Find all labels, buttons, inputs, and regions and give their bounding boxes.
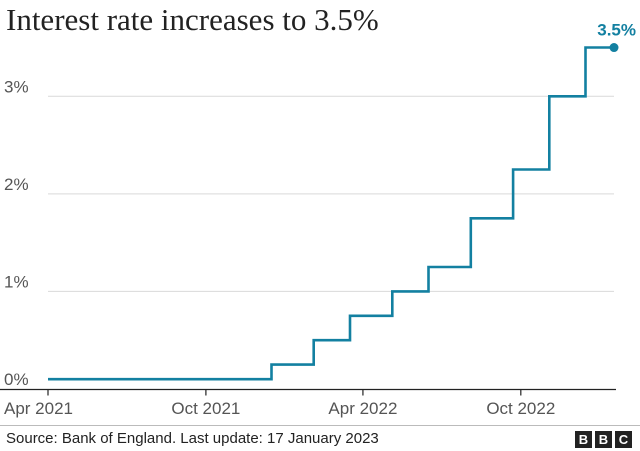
y-tick-label-0pct: 0% <box>4 370 29 389</box>
y-tick-label-1pct: 1% <box>4 272 29 291</box>
bbc-logo-block-1: B <box>575 431 592 448</box>
y-axis-labels: 0% 1% 2% 3% <box>4 77 29 389</box>
x-tick-label-oct-2021: Oct 2021 <box>171 399 240 418</box>
rate-step-chart: 0% 1% 2% 3% Apr 2021 Oct 2021 Apr 2022 Oct 202… <box>0 21 636 418</box>
series-layer: 3.5% <box>48 21 636 381</box>
x-tick-label-oct-2022: Oct 2022 <box>486 399 555 418</box>
bbc-logo-block-2: B <box>595 431 612 448</box>
footer: Source: Bank of England. Last update: 17… <box>0 425 640 451</box>
source-note: Source: Bank of England. Last update: 17… <box>6 430 379 447</box>
gridlines <box>48 95 614 292</box>
y-tick-label-2pct: 2% <box>4 175 29 194</box>
bbc-logo: B B C <box>575 431 632 448</box>
x-tick-label-apr-2022: Apr 2022 <box>328 399 397 418</box>
series-end-point <box>609 43 619 53</box>
bbc-logo-block-3: C <box>615 431 632 448</box>
chart-title: Interest rate increases to 3.5% <box>6 2 379 37</box>
series-line-bank-rate <box>48 46 614 381</box>
y-tick-label-3pct: 3% <box>4 77 29 96</box>
x-axis: Apr 2021 Oct 2021 Apr 2022 Oct 2022 <box>0 388 616 418</box>
end-value-label: 3.5% <box>597 21 636 40</box>
x-tick-label-apr-2021: Apr 2021 <box>4 399 73 418</box>
